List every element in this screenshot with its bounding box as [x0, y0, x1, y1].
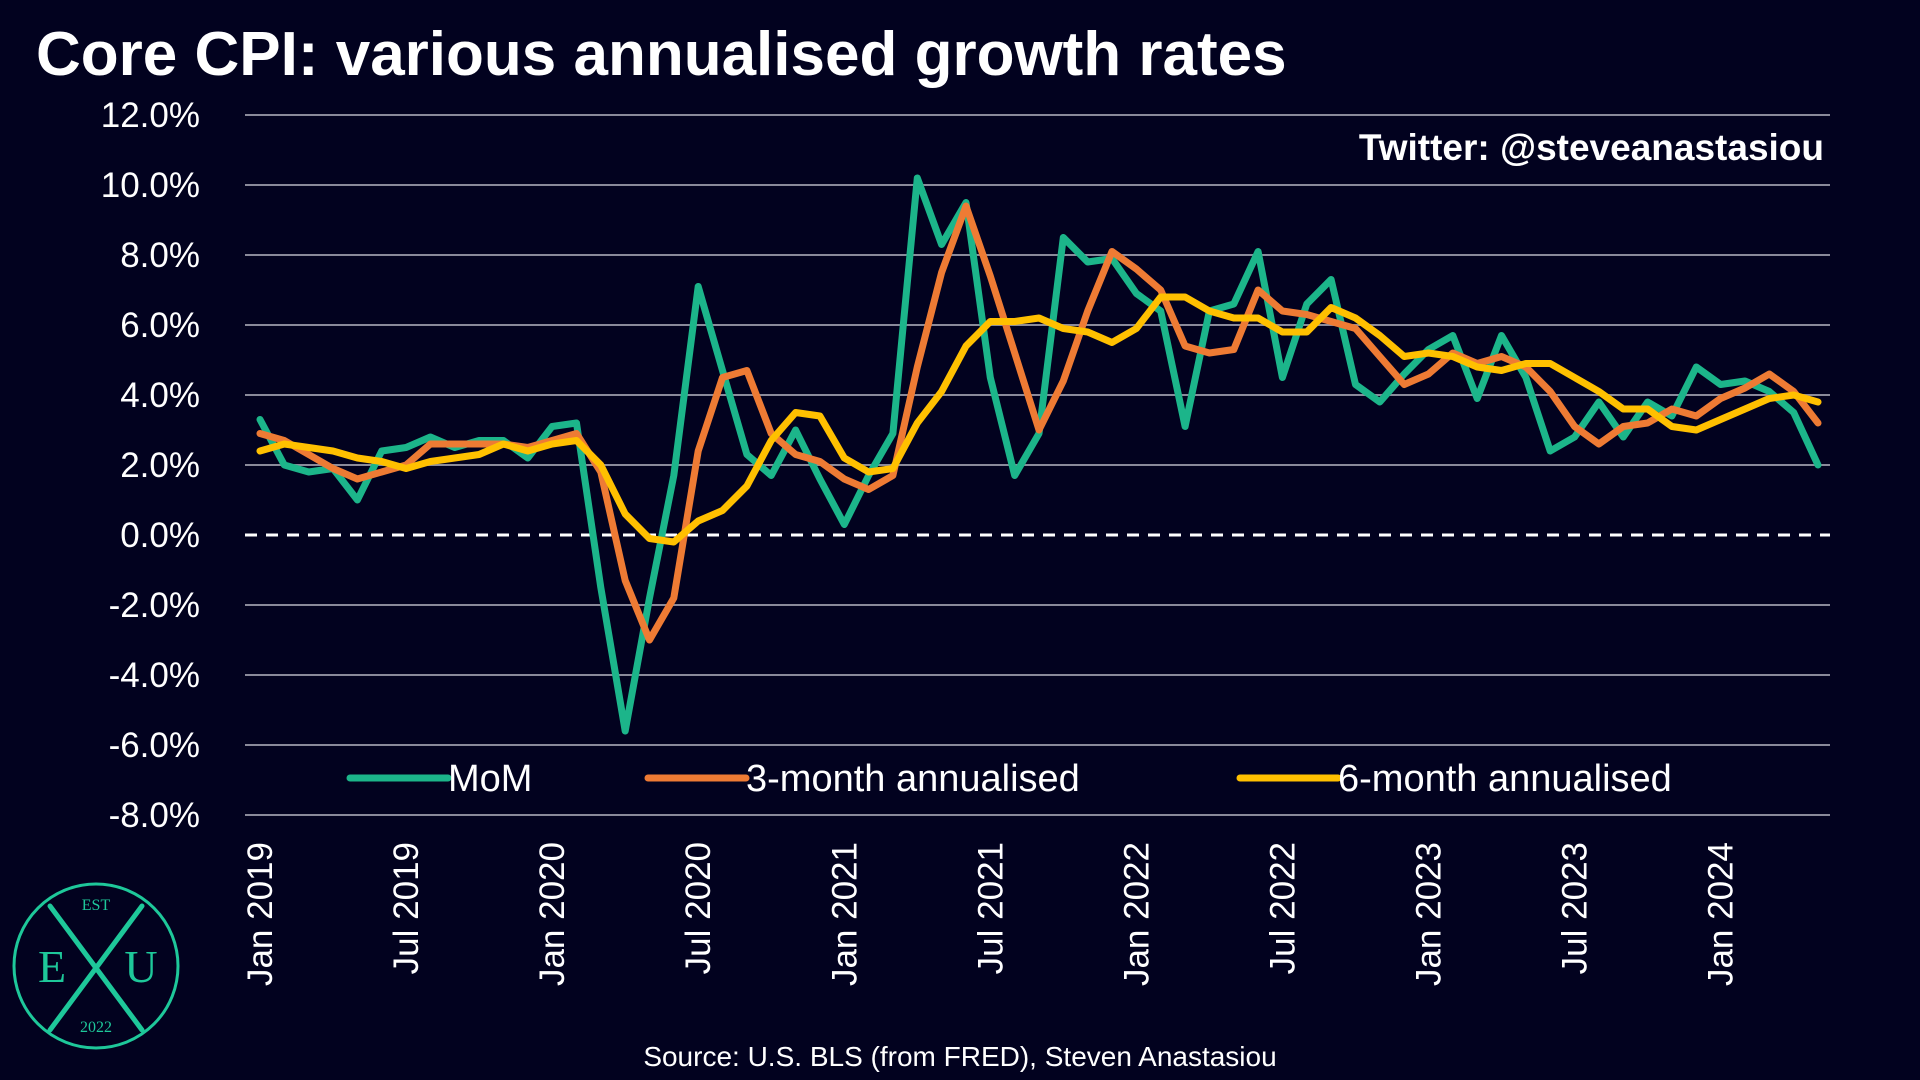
twitter-handle: Twitter: @steveanastasiou	[1359, 127, 1824, 168]
x-tick-label: Jul 2020	[679, 842, 718, 974]
y-axis-ticks: 12.0% 10.0% 8.0% 6.0% 4.0% 2.0% 0.0% -2.0% -4.0%…	[101, 96, 200, 835]
x-tick-label: Jan 2023	[1410, 842, 1449, 986]
logo-est: EST	[82, 897, 111, 914]
y-tick-label: -4.0%	[109, 656, 200, 695]
legend-mom-label: MoM	[448, 758, 532, 800]
mom-line	[256, 174, 1822, 735]
y-tick-label: 8.0%	[120, 236, 200, 275]
y-tick-label: 4.0%	[120, 376, 200, 415]
x-tick-label: Jan 2020	[533, 842, 572, 986]
y-tick-label: 2.0%	[120, 446, 200, 485]
logo-letter-e: E	[38, 941, 66, 992]
x-tick-label: Jul 2022	[1263, 842, 1302, 974]
y-tick-label: -2.0%	[109, 586, 200, 625]
grid-lines	[245, 114, 1830, 816]
logo-letter-u: U	[124, 941, 157, 992]
y-tick-label: 0.0%	[120, 516, 200, 555]
y-tick-label: -8.0%	[109, 796, 200, 835]
y-tick-label: 10.0%	[101, 166, 200, 205]
y-tick-label: 6.0%	[120, 306, 200, 345]
x-tick-label: Jan 2022	[1117, 842, 1156, 986]
data-series	[256, 174, 1822, 735]
x-tick-label: Jul 2019	[387, 842, 426, 974]
source-note: Source: U.S. BLS (from FRED), Steven Ana…	[643, 1041, 1276, 1072]
x-axis-ticks: Jan 2019 Jul 2019 Jan 2020 Jul 2020 Jan 2021…	[241, 842, 1741, 986]
exu-logo: EST E U 2022	[12, 882, 180, 1050]
logo-year: 2022	[80, 1019, 112, 1036]
x-tick-label: Jul 2021	[971, 842, 1010, 974]
six-month-line	[256, 293, 1822, 546]
logo-ring	[12, 882, 180, 1050]
x-tick-label: Jul 2023	[1556, 842, 1595, 974]
x-tick-label: Jan 2021	[825, 842, 864, 986]
y-tick-label: -6.0%	[109, 726, 200, 765]
legend[interactable]: MoM 3-month annualised 6-month annualise…	[346, 758, 1672, 800]
legend-3-month-label: 3-month annualised	[746, 758, 1080, 800]
y-tick-label: 12.0%	[101, 96, 200, 135]
x-tick-label: Jan 2024	[1702, 842, 1741, 986]
legend-6-month-label: 6-month annualised	[1338, 758, 1672, 800]
x-tick-label: Jan 2019	[241, 842, 280, 986]
logo-cross-stroke-b	[47, 903, 145, 1033]
chart-title: Core CPI: various annualised growth rate…	[36, 20, 1287, 89]
